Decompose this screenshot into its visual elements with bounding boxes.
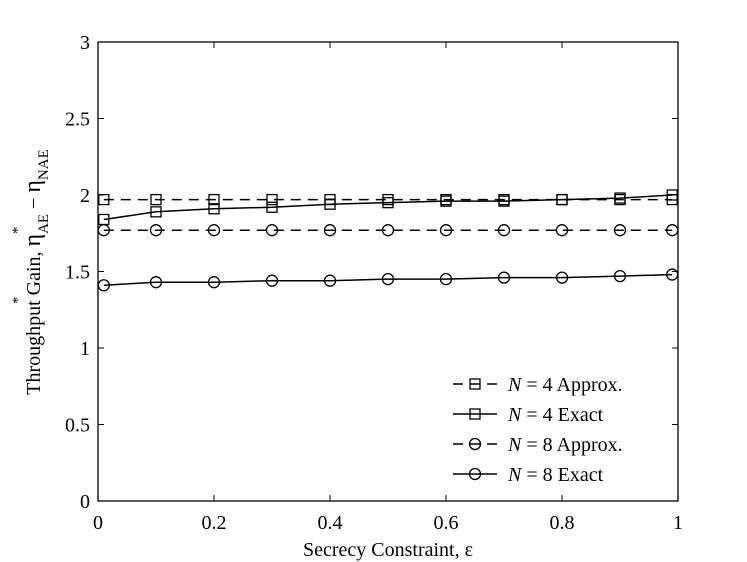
data-point xyxy=(323,274,337,287)
data-point xyxy=(666,189,678,201)
data-point xyxy=(149,224,163,237)
legend-label: N = 4 Approx. xyxy=(507,374,623,396)
x-tick-label: 0.4 xyxy=(318,512,343,534)
y-tick-label: 0.5 xyxy=(65,415,90,437)
y-axis-label-star1: * xyxy=(10,297,26,305)
y-tick-label: 2.5 xyxy=(65,109,90,131)
data-point xyxy=(97,279,110,292)
y-tick-label: 1 xyxy=(80,338,90,360)
data-point xyxy=(266,201,278,213)
svg-text:Throughput Gain, ηAE − ηNAE: Throughput Gain, ηAE − ηNAE xyxy=(20,149,52,395)
data-point xyxy=(265,274,279,287)
data-point xyxy=(614,192,626,204)
y-axis-label-minus: − xyxy=(23,193,45,214)
data-point xyxy=(381,224,395,237)
data-point xyxy=(555,271,569,284)
legend-marker xyxy=(469,378,481,390)
legend: N = 4 Approx. N = 4 Exact N = 8 Approx. N =… xyxy=(453,374,623,486)
data-point xyxy=(497,224,511,237)
y-tick-label: 3 xyxy=(80,32,90,54)
legend-marker xyxy=(468,467,482,481)
y-axis-label-eta2: η xyxy=(20,180,46,193)
legend-item: N = 8 Approx. xyxy=(453,434,623,456)
data-point xyxy=(440,195,452,207)
series-layer xyxy=(97,189,679,292)
data-point xyxy=(498,195,510,207)
y-axis-label-main: Throughput Gain, xyxy=(23,246,45,394)
data-point xyxy=(208,193,220,206)
y-axis-label: Throughput Gain, ηAE − ηNAE * * xyxy=(10,149,52,395)
y-axis-label-sub1: AE xyxy=(36,214,52,234)
data-point xyxy=(98,193,110,206)
x-tick-label: 0 xyxy=(93,512,103,534)
data-point xyxy=(150,193,162,206)
legend-label: N = 8 Approx. xyxy=(507,434,623,456)
series-2 xyxy=(98,189,678,226)
data-point xyxy=(555,224,569,237)
data-point xyxy=(266,193,278,206)
data-point xyxy=(613,224,627,237)
data-point xyxy=(613,269,627,283)
y-tick-label: 2 xyxy=(80,185,90,207)
y-axis-label-sub2: NAE xyxy=(36,149,52,180)
y-tick-label: 0 xyxy=(80,491,90,513)
data-point xyxy=(324,198,336,210)
data-point xyxy=(666,224,679,237)
data-point xyxy=(207,224,221,237)
data-point xyxy=(265,224,279,237)
data-point xyxy=(208,203,220,215)
legend-item: N = 8 Exact xyxy=(453,464,604,486)
data-point xyxy=(149,276,163,289)
legend-marker xyxy=(469,408,481,420)
data-point xyxy=(150,206,162,218)
x-tick-label: 0.6 xyxy=(434,512,459,534)
y-tick-label: 1.5 xyxy=(65,262,90,284)
data-point xyxy=(439,224,453,237)
legend-label: N = 8 Exact xyxy=(507,464,604,486)
data-point xyxy=(381,272,395,286)
data-point xyxy=(439,272,453,286)
data-point xyxy=(382,196,394,209)
legend-item: N = 4 Approx. xyxy=(453,374,623,396)
legend-item: N = 4 Exact xyxy=(453,404,604,426)
data-point xyxy=(666,268,679,281)
series-3 xyxy=(97,224,679,237)
data-point xyxy=(556,193,568,206)
plot-frame xyxy=(97,41,679,502)
legend-marker xyxy=(468,437,482,451)
x-axis-label: Secrecy Constraint, ε xyxy=(303,539,473,561)
y-axis-label-star2: * xyxy=(10,227,26,235)
series-line xyxy=(103,273,673,287)
x-tick-label: 0.8 xyxy=(550,512,575,534)
data-point xyxy=(97,224,110,237)
legend-label: N = 4 Exact xyxy=(507,404,604,426)
y-axis-label-eta1: η xyxy=(20,234,46,247)
x-tick-label: 1 xyxy=(673,512,683,534)
axis-tick-labels: 0 0.2 0.4 0.6 0.8 1 0 0.5 1 1.5 2 2.5 3 xyxy=(65,32,683,534)
series-line xyxy=(103,194,673,221)
data-point xyxy=(207,276,221,289)
x-tick-label: 0.2 xyxy=(202,512,227,534)
data-point xyxy=(497,271,511,284)
series-4 xyxy=(97,268,679,292)
data-point xyxy=(323,224,337,237)
